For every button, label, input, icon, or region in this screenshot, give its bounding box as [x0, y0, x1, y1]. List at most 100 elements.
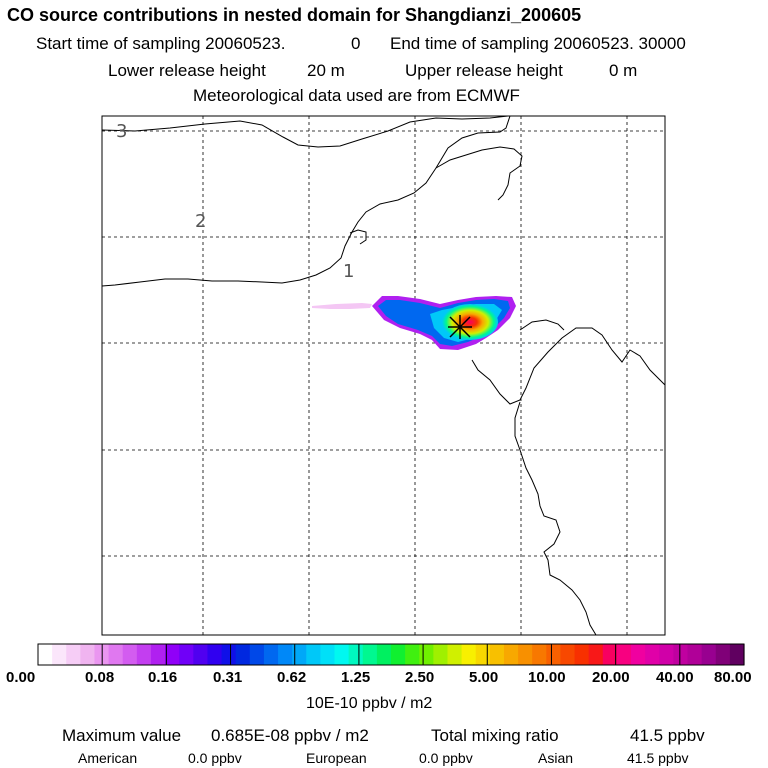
european-label: European	[306, 750, 367, 766]
start-time-label: Start time of sampling 20060523.	[36, 34, 286, 53]
colorbar-swatch	[419, 644, 434, 665]
colorbar-swatch	[518, 644, 533, 665]
colorbar-swatch	[447, 644, 463, 665]
lower-release-label: Lower release height	[108, 61, 266, 80]
colorbar-swatch	[560, 644, 576, 665]
max-value: 0.685E-08 ppbv / m2	[211, 726, 369, 745]
contour-label-1: 1	[343, 261, 354, 282]
colorbar-swatch	[631, 644, 646, 665]
total-mixing-value: 41.5 ppbv	[630, 726, 705, 745]
colorbar-swatch	[701, 644, 717, 665]
colorbar-swatch	[673, 644, 689, 665]
american-label: American	[78, 750, 138, 766]
coast-notch	[349, 229, 367, 245]
colorbar-swatch	[645, 644, 660, 665]
colorbar-swatch	[433, 644, 449, 665]
colorbar-swatch	[405, 644, 420, 665]
colorbar-swatch	[52, 644, 67, 665]
max-value-label: Maximum value	[62, 726, 182, 745]
station-star-icon	[448, 315, 472, 339]
colorbar-swatch	[292, 644, 307, 665]
border-south	[514, 401, 597, 635]
colorbar-tick: 20.00	[592, 669, 630, 686]
colorbar-swatch	[729, 644, 745, 665]
colorbar-swatch	[362, 644, 378, 665]
colorbar-swatch	[108, 644, 124, 665]
asian-label: Asian	[538, 750, 574, 766]
colorbar-swatch	[376, 644, 392, 665]
plume-core	[442, 304, 498, 340]
footprint-plume	[312, 296, 516, 350]
coast-small	[519, 319, 565, 331]
colorbar-tick: 1.25	[341, 669, 371, 686]
colorbar-swatch	[263, 644, 279, 665]
colorbar-tick: 0.31	[213, 669, 243, 686]
plume-tail	[312, 303, 372, 309]
colorbar-swatch	[715, 644, 731, 665]
start-time-value: 0	[351, 34, 361, 53]
colorbar-swatch	[193, 644, 209, 665]
colorbar-tick: 80.00	[714, 669, 752, 686]
colorbar-tick: 0.08	[85, 669, 115, 686]
colorbar-swatch	[348, 644, 364, 665]
coast-west	[102, 116, 511, 287]
colorbar-swatch	[532, 644, 547, 665]
colorbar-swatch	[574, 644, 590, 665]
colorbar-swatch	[659, 644, 674, 665]
colorbar-swatch	[165, 644, 180, 665]
colorbar-swatch	[602, 644, 618, 665]
colorbar-swatch	[475, 644, 491, 665]
colorbar-swatch	[278, 644, 293, 665]
colorbar-swatch	[588, 644, 604, 665]
contour-label-3: 3	[116, 121, 127, 142]
colorbar	[38, 644, 745, 665]
colorbar-swatch	[461, 644, 477, 665]
colorbar-tick: 0.00	[6, 669, 36, 686]
colorbar-swatch	[80, 644, 96, 665]
colorbar-swatch	[179, 644, 194, 665]
colorbar-tick: 10.00	[528, 669, 566, 686]
colorbar-swatch	[136, 644, 152, 665]
colorbar-swatch	[38, 644, 53, 665]
graticule	[102, 116, 665, 635]
colorbar-swatch	[122, 644, 138, 665]
colorbar-swatch	[306, 644, 321, 665]
asian-value: 41.5 ppbv	[627, 750, 689, 766]
coast-east-upper	[435, 146, 523, 201]
colorbar-swatch	[221, 644, 237, 665]
total-mixing-label: Total mixing ratio	[431, 726, 559, 745]
colorbar-units: 10E-10 ppbv / m2	[306, 695, 433, 712]
end-time-label: End time of sampling 20060523. 30000	[390, 34, 686, 53]
colorbar-swatch	[489, 644, 505, 665]
colorbar-swatch	[503, 644, 519, 665]
colorbar-swatch	[320, 644, 336, 665]
coast-east	[471, 327, 665, 405]
colorbar-frame	[37, 643, 745, 666]
american-value: 0.0 ppbv	[188, 750, 242, 766]
colorbar-swatch	[249, 644, 265, 665]
colorbar-swatch	[150, 644, 166, 665]
colorbar-swatch	[334, 644, 350, 665]
colorbar-swatch	[207, 644, 223, 665]
upper-release-label: Upper release height	[405, 61, 563, 80]
border-north	[102, 116, 509, 148]
lower-release-value: 20 m	[307, 61, 345, 80]
colorbar-tick: 0.62	[277, 669, 307, 686]
colorbar-tick: 5.00	[469, 669, 499, 686]
colorbar-tick: 0.16	[148, 669, 178, 686]
coastlines	[102, 116, 665, 635]
european-value: 0.0 ppbv	[419, 750, 473, 766]
colorbar-tick: 2.50	[405, 669, 435, 686]
upper-release-value: 0 m	[609, 61, 638, 80]
met-data-line: Meteorological data used are from ECMWF	[193, 86, 520, 105]
colorbar-swatch	[616, 644, 632, 665]
colorbar-swatch	[546, 644, 562, 665]
plot-title: CO source contributions in nested domain…	[7, 5, 582, 25]
map-frame	[101, 115, 666, 636]
colorbar-swatch	[235, 644, 251, 665]
colorbar-swatch	[391, 644, 406, 665]
colorbar-swatch	[66, 644, 81, 665]
colorbar-tick: 40.00	[656, 669, 694, 686]
contour-label-2: 2	[195, 211, 206, 232]
